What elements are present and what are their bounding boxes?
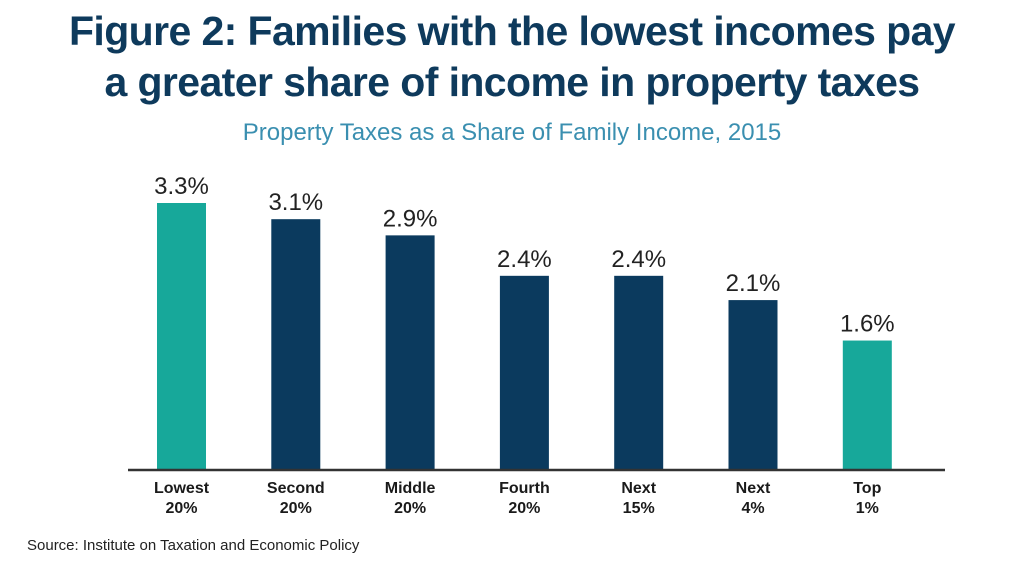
source-note: Source: Institute on Taxation and Econom… <box>27 537 360 554</box>
value-label-6: 1.6% <box>840 311 895 338</box>
category-label-0-line-0: Lowest <box>154 480 210 497</box>
chart-title-line-2: a greater share of income in property ta… <box>104 59 920 105</box>
category-label-4-line-1: 15% <box>623 500 655 517</box>
bar-3 <box>499 275 549 470</box>
bar-6 <box>842 340 892 470</box>
bar-5 <box>728 300 778 470</box>
category-label-6-line-0: Top <box>853 480 881 497</box>
category-label-3: Fourth 20% <box>499 480 550 517</box>
value-label-3: 2.4% <box>497 246 552 273</box>
category-label-2: Middle 20% <box>385 480 436 517</box>
category-label-2-line-0: Middle <box>385 480 436 497</box>
category-label-4: Next 15% <box>621 480 656 517</box>
chart-subtitle: Property Taxes as a Share of Family Inco… <box>242 119 782 146</box>
value-label-4: 2.4% <box>611 246 666 273</box>
category-label-2-line-1: 20% <box>394 500 426 517</box>
category-label-5: Next 4% <box>736 480 771 517</box>
category-label-5-line-0: Next <box>736 480 771 497</box>
category-label-1: Second 20% <box>267 480 325 517</box>
category-label-0: Lowest 20% <box>154 480 210 517</box>
category-label-4-line-0: Next <box>621 480 656 497</box>
value-label-0: 3.3% <box>154 173 209 200</box>
category-label-0-line-1: 20% <box>165 500 197 517</box>
bar-4 <box>614 275 664 470</box>
bar-1 <box>271 219 321 470</box>
chart-title-line-1: Figure 2: Families with the lowest incom… <box>68 8 956 54</box>
value-labels-group: 3.3% 3.1% 2.9% 2.4% 2.4% 2.1% 1.6% <box>154 173 895 338</box>
bars-group <box>157 203 892 470</box>
category-label-6: Top 1% <box>853 480 881 517</box>
value-label-5: 2.1% <box>726 270 781 297</box>
category-label-5-line-1: 4% <box>741 500 764 517</box>
category-label-1-line-1: 20% <box>280 500 312 517</box>
bar-2 <box>385 235 435 470</box>
category-label-6-line-1: 1% <box>856 500 879 517</box>
category-label-3-line-1: 20% <box>508 500 540 517</box>
category-labels-group: Lowest 20% Second 20% Middle 20% Fourth 20% Next… <box>154 480 882 517</box>
value-label-1: 3.1% <box>268 189 323 216</box>
value-label-2: 2.9% <box>383 205 438 232</box>
category-label-3-line-0: Fourth <box>499 480 550 497</box>
category-label-1-line-0: Second <box>267 480 325 497</box>
chart-title: Figure 2: Families with the lowest incom… <box>0 6 1024 108</box>
bar-0 <box>157 203 206 470</box>
